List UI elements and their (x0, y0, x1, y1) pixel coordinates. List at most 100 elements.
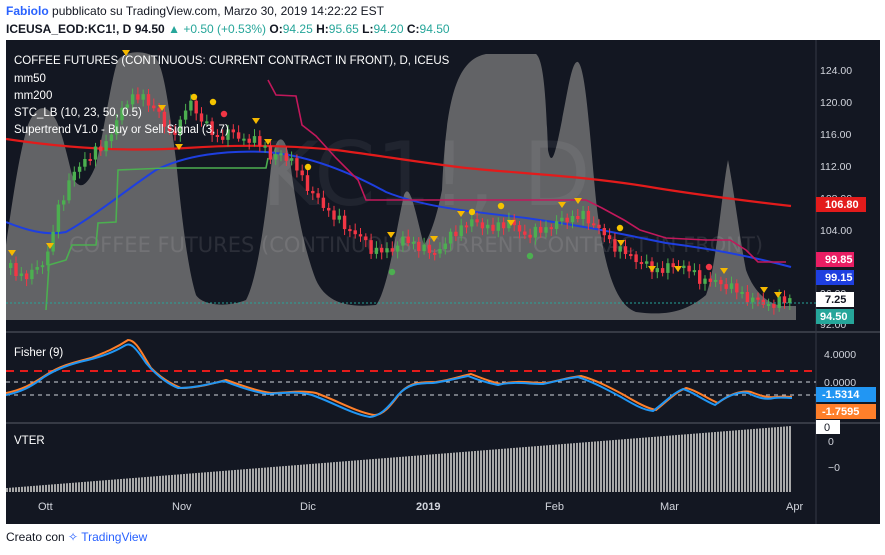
histogram-value-tag (816, 420, 840, 434)
histogram-bar (408, 456, 410, 492)
candle-body (448, 231, 453, 244)
histogram-label[interactable]: VTER (14, 435, 45, 447)
histogram-bar (348, 460, 350, 492)
histogram-bar (258, 468, 260, 492)
candle-body (178, 119, 182, 135)
candle-body (236, 132, 241, 139)
candle-body (284, 153, 288, 161)
histogram-bar (564, 443, 566, 492)
stc-value-text: 7.25 (825, 294, 846, 306)
histogram-bar (189, 473, 191, 492)
histogram-bar (255, 468, 257, 492)
candle-body (751, 297, 755, 303)
histogram-bar (633, 438, 635, 492)
candle-body (549, 227, 553, 230)
candle-body (756, 297, 760, 300)
candle-body (703, 278, 707, 284)
legend-supertrend[interactable]: Supertrend V1.0 - Buy or Sell Signal (3,… (14, 124, 229, 136)
histogram-bar (150, 476, 152, 492)
histogram-bar (522, 447, 524, 492)
fisher-main-tag-text: -1.5314 (822, 389, 860, 401)
candle-body (660, 268, 665, 273)
candle-body (157, 108, 161, 112)
candle-body (639, 262, 644, 265)
candle-body (719, 279, 723, 285)
histogram-bar (681, 434, 683, 492)
legend-mm200[interactable]: mm200 (14, 90, 52, 102)
candle-body (475, 219, 479, 223)
buy-dot-icon (616, 224, 624, 232)
histogram-bar (303, 464, 305, 492)
histogram-bar (39, 485, 41, 492)
candle-body (353, 230, 357, 235)
histogram-bar (72, 482, 74, 492)
candle-body (512, 219, 516, 226)
candle-body (623, 246, 628, 255)
sell-signal-icon (387, 232, 395, 238)
histogram-bar (570, 443, 572, 492)
candle-body (766, 303, 771, 306)
candle-body (645, 261, 649, 264)
buy-dot-icon (304, 163, 312, 171)
histogram-bar (159, 475, 161, 492)
histogram-bar (273, 466, 275, 492)
candle-body (189, 100, 193, 111)
candle-body (735, 283, 739, 293)
histogram-bar (213, 471, 215, 492)
candle-body (395, 245, 400, 252)
histogram-bar (666, 435, 668, 492)
histogram-bar (225, 470, 227, 492)
histogram-bar (702, 432, 704, 492)
sell-signal-icon (574, 198, 582, 204)
histogram-bar (342, 461, 344, 492)
histogram-bar (306, 464, 308, 492)
histogram-bar (99, 480, 101, 492)
histogram-bar (678, 434, 680, 492)
histogram-bar (738, 430, 740, 492)
fisher-signal-line (6, 338, 793, 417)
histogram-bar (291, 465, 293, 492)
histogram-bar (156, 476, 158, 492)
candle-body (83, 159, 87, 167)
candle-body (274, 154, 278, 160)
chart-area[interactable]: KC1!, D COFFEE FUTURES (CONTINUOUS: CURR… (6, 40, 880, 524)
histogram-bar (771, 427, 773, 492)
price-tick: 120.00 (820, 97, 852, 109)
candle-body (454, 231, 458, 237)
legend-stc[interactable]: STC_LB (10, 23, 50, 0.5) (14, 107, 142, 119)
histogram-bar (60, 483, 62, 492)
histogram-bar (402, 456, 404, 492)
histogram-bar (180, 474, 182, 492)
histogram-bar (585, 442, 587, 492)
candle-body (613, 239, 617, 252)
symbol-name: ICEUSA_EOD:KC1!, D (6, 22, 132, 36)
candle-body (125, 104, 129, 108)
histogram-bar (105, 480, 107, 492)
sell-signal-icon (774, 292, 782, 298)
histogram-bar (669, 435, 671, 492)
histogram-bar (141, 477, 143, 492)
candle-body (586, 210, 591, 224)
legend-mm50[interactable]: mm50 (14, 73, 46, 85)
tradingview-link[interactable]: TradingView (81, 530, 148, 544)
candle-body (607, 235, 612, 240)
candle-body (443, 243, 447, 250)
histogram-bar (615, 439, 617, 492)
sell-signal-icon (617, 240, 625, 246)
histogram-bar (87, 481, 89, 492)
close-label: C: (406, 22, 420, 36)
candle-body (692, 270, 697, 273)
candle-body (168, 126, 172, 131)
candle-body (51, 231, 55, 252)
bull-dot-icon (526, 252, 534, 260)
fisher-label[interactable]: Fisher (9) (14, 347, 63, 359)
histogram-bar (6, 488, 8, 492)
candle-body (62, 200, 66, 205)
candle-body (523, 231, 527, 235)
candle-body (629, 254, 633, 257)
histogram-bar (789, 426, 791, 492)
tradingview-logo-icon[interactable]: ✧ (68, 530, 79, 544)
author-link[interactable]: Fabiolo (6, 4, 49, 18)
histogram-bar (354, 460, 356, 492)
candle-body (337, 215, 341, 220)
